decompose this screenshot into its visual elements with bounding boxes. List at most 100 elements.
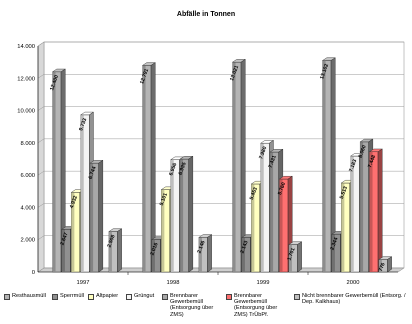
- bar-shade: [288, 244, 292, 272]
- legend-swatch: [126, 294, 132, 300]
- legend-label: Nicht brennbarer Gewerbemüll (Entsorg. /…: [302, 293, 406, 306]
- data-label: 6.995: [178, 162, 188, 176]
- bar-shade: [170, 159, 174, 272]
- x-tick-label: 2000: [347, 280, 360, 286]
- gridline-diag: [37, 267, 45, 273]
- bar-shade: [71, 192, 75, 272]
- data-label: 2.016: [150, 242, 160, 256]
- y-tick-label: 10.000: [17, 109, 35, 115]
- data-label: 6.956: [168, 162, 178, 176]
- data-label: 1.701: [287, 247, 297, 261]
- data-label: 5.760: [277, 182, 287, 196]
- data-label: 5.101: [159, 192, 169, 206]
- bar-shade: [80, 114, 84, 273]
- legend-label: Brennbarer Gewerbemüll (Entsorgung über …: [234, 293, 278, 318]
- bar-shade: [142, 65, 146, 272]
- y-tick-label: 6.000: [20, 173, 35, 179]
- legend-swatch: [294, 294, 300, 300]
- legend-label: Resthausmüll: [12, 293, 46, 299]
- legend-item: Resthausmüll: [4, 293, 50, 300]
- bar-shade: [61, 229, 65, 272]
- bar-shade: [322, 60, 326, 273]
- legend-label: Grüngut: [134, 293, 155, 299]
- legend-item: Brennbarer Gewerbemüll (Entsorgung über …: [226, 293, 292, 318]
- legend-swatch: [162, 294, 168, 300]
- bar-side: [98, 159, 104, 273]
- bar-side: [387, 256, 392, 273]
- bar-shade: [161, 189, 165, 272]
- y-tick-label: 12.000: [17, 76, 35, 82]
- bar-side: [377, 148, 383, 273]
- legend-swatch: [226, 294, 232, 300]
- data-label: 7.431: [268, 155, 278, 169]
- bar-shade: [108, 231, 112, 272]
- y-tick-label: 8.000: [20, 141, 35, 147]
- gridline-diag: [37, 170, 45, 176]
- data-label: 7.183: [348, 159, 358, 173]
- data-label: 8.060: [358, 144, 368, 158]
- x-tick-label: 1999: [257, 280, 270, 286]
- bar-shade: [241, 237, 245, 272]
- data-label: 9.733: [78, 117, 88, 131]
- gridline-diag: [37, 41, 45, 47]
- legend-label: Sperrmüll: [60, 293, 84, 299]
- y-tick-label: 0: [32, 270, 35, 276]
- legend-swatch: [4, 294, 10, 300]
- legend-item: Brennbarer Gewerbemüll (Entsorgung über …: [162, 293, 224, 318]
- legend-item: Grüngut: [126, 293, 160, 300]
- data-label: 12.400: [49, 74, 60, 91]
- data-label: 2.647: [60, 232, 70, 246]
- bar-shade: [52, 71, 56, 272]
- legend-label: Altpapier: [96, 293, 119, 299]
- data-label: 6.744: [88, 166, 98, 180]
- data-label: 5.453: [249, 186, 259, 200]
- legend-item: Altpapier: [88, 293, 124, 300]
- legend-item: Sperrmüll: [52, 293, 86, 300]
- bar-shade: [232, 62, 236, 273]
- x-tick-label: 1998: [167, 280, 180, 286]
- gridline-diag: [37, 235, 45, 240]
- legend-swatch: [52, 294, 58, 300]
- gridline-diag: [37, 203, 45, 208]
- bar-shade: [360, 141, 364, 272]
- legend-item: Nicht brennbarer Gewerbemüll (Entsorg. /…: [294, 293, 406, 305]
- data-label: 776: [378, 262, 387, 272]
- bar-shade: [378, 259, 382, 272]
- y-tick-label: 2.000: [20, 238, 35, 244]
- y-tick-label: 14.000: [17, 44, 35, 50]
- bar-shade: [331, 234, 335, 272]
- data-label: 4.932: [69, 195, 79, 209]
- x-tick-label: 1997: [77, 280, 90, 286]
- data-label: 2.344: [330, 237, 340, 251]
- bar-side: [117, 228, 122, 273]
- data-label: 2.508: [107, 234, 117, 248]
- gridline-diag: [37, 74, 45, 79]
- bar-shade: [341, 183, 345, 272]
- gridline-diag: [37, 106, 45, 111]
- bar-side: [297, 241, 302, 273]
- bar-shade: [151, 239, 155, 272]
- y-tick-label: 4.000: [20, 205, 35, 211]
- bar-side: [207, 234, 212, 273]
- legend-label: Brennbarer Gewerbemüll (Entsorgung über …: [170, 293, 214, 318]
- bar-shade: [180, 159, 184, 272]
- bar-shade: [369, 151, 373, 272]
- chart-legend: Resthausmüll Sperrmüll Altpapier Grüngut Bre…: [4, 293, 408, 323]
- data-label: 7.980: [258, 146, 268, 160]
- bar-shade: [260, 143, 264, 272]
- bar-shade: [251, 183, 255, 272]
- bar-shade: [350, 156, 354, 272]
- bar-shade: [279, 179, 283, 272]
- gridline-diag: [37, 138, 45, 144]
- data-label: 7.448: [367, 154, 377, 168]
- data-label: 2.146: [197, 240, 207, 254]
- bar-side: [188, 155, 194, 273]
- data-label: 12.791: [139, 68, 150, 85]
- bar-shade: [198, 237, 202, 272]
- bar-shade: [90, 163, 94, 272]
- chart-title: Abfälle in Tonnen: [176, 11, 236, 18]
- data-label: 2.143: [240, 240, 250, 254]
- data-label: 13.021: [229, 65, 240, 82]
- data-label: 13.102: [319, 63, 330, 80]
